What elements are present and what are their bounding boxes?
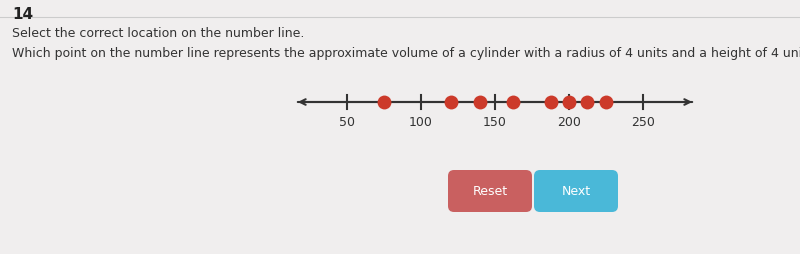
- Point: [562, 101, 575, 105]
- Point: [506, 101, 519, 105]
- Text: 250: 250: [631, 116, 655, 129]
- Text: 14: 14: [12, 7, 33, 22]
- Text: Which point on the number line represents the approximate volume of a cylinder w: Which point on the number line represent…: [12, 47, 800, 60]
- Text: Reset: Reset: [473, 185, 507, 198]
- Point: [580, 101, 593, 105]
- Text: 150: 150: [483, 116, 507, 129]
- Text: Select the correct location on the number line.: Select the correct location on the numbe…: [12, 27, 304, 40]
- Text: 100: 100: [409, 116, 433, 129]
- Point: [444, 101, 457, 105]
- Text: Next: Next: [562, 185, 590, 198]
- FancyBboxPatch shape: [448, 170, 532, 212]
- Point: [378, 101, 390, 105]
- Text: 200: 200: [557, 116, 581, 129]
- Point: [600, 101, 613, 105]
- FancyBboxPatch shape: [534, 170, 618, 212]
- Text: 50: 50: [339, 116, 355, 129]
- Point: [474, 101, 486, 105]
- Point: [545, 101, 558, 105]
